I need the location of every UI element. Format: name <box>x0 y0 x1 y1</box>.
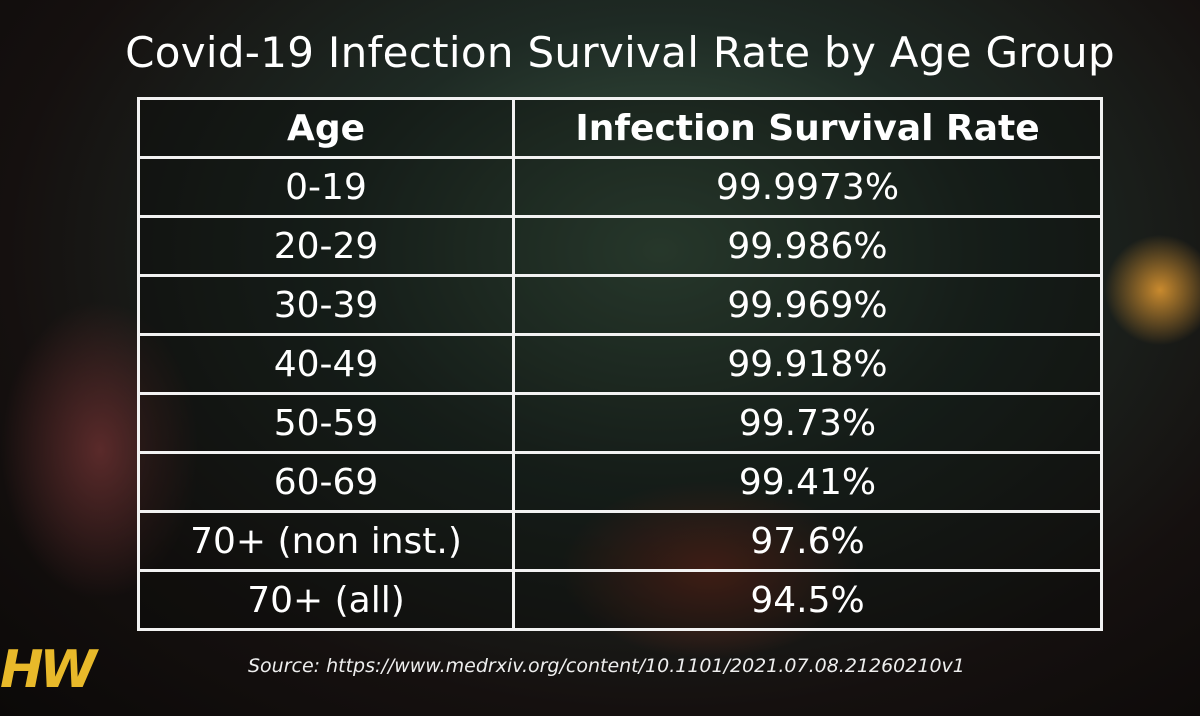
table-row: 40-49 99.918% <box>137 333 1103 395</box>
source-citation: Source: https://www.medrxiv.org/content/… <box>248 655 965 677</box>
age-cell: 40-49 <box>137 333 515 395</box>
rate-cell: 99.73% <box>512 392 1103 454</box>
age-cell: 70+ (all) <box>137 569 515 631</box>
table-row: 0-19 99.9973% <box>137 156 1103 218</box>
rate-cell: 99.918% <box>512 333 1103 395</box>
table-row: 20-29 99.986% <box>137 215 1103 277</box>
age-cell: 60-69 <box>137 451 515 513</box>
table-row: 60-69 99.41% <box>137 451 1103 513</box>
rate-cell: 97.6% <box>512 510 1103 572</box>
table-row: 50-59 99.73% <box>137 392 1103 454</box>
table-row: 30-39 99.969% <box>137 274 1103 336</box>
header-row: Age Infection Survival Rate <box>137 97 1103 159</box>
age-cell: 20-29 <box>137 215 515 277</box>
rate-cell: 99.9973% <box>512 156 1103 218</box>
rate-cell: 99.986% <box>512 215 1103 277</box>
chart-title: Covid-19 Infection Survival Rate by Age … <box>125 28 1115 77</box>
survival-table: Age Infection Survival Rate 0-19 99.9973%… <box>137 97 1103 631</box>
rate-cell: 99.969% <box>512 274 1103 336</box>
table-row: 70+ (non inst.) 97.6% <box>137 510 1103 572</box>
channel-logo: HW <box>0 640 97 700</box>
column-header-age: Age <box>137 97 515 159</box>
age-cell: 30-39 <box>137 274 515 336</box>
rate-cell: 99.41% <box>512 451 1103 513</box>
age-cell: 70+ (non inst.) <box>137 510 515 572</box>
age-cell: 0-19 <box>137 156 515 218</box>
table-row: 70+ (all) 94.5% <box>137 569 1103 631</box>
age-cell: 50-59 <box>137 392 515 454</box>
rate-cell: 94.5% <box>512 569 1103 631</box>
column-header-rate: Infection Survival Rate <box>512 97 1103 159</box>
background-light <box>1100 230 1200 350</box>
